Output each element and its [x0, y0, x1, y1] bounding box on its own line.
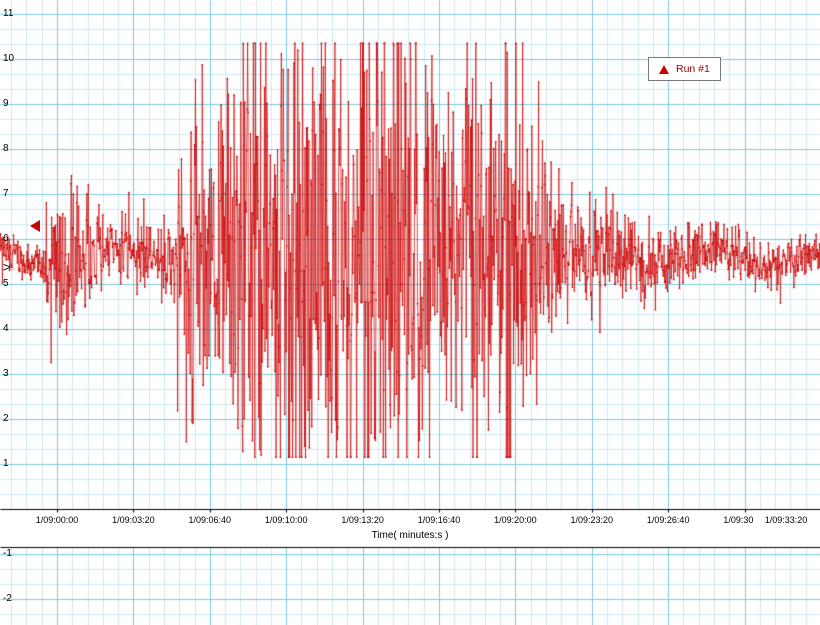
- x-tick-label: 1/09:03:20: [100, 514, 167, 526]
- legend: Run #1: [648, 57, 721, 81]
- y-tick-label: 8: [3, 143, 9, 154]
- y-tick-label: 9: [3, 98, 9, 109]
- x-tick-label: 1/09:20:00: [482, 514, 549, 526]
- x-tick-label: 1/09:13:20: [329, 514, 396, 526]
- channel-position-marker[interactable]: [30, 219, 40, 232]
- x-tick-label: 1/09:00:00: [24, 514, 90, 526]
- y-tick-label: -2: [3, 593, 12, 604]
- x-axis-title: Time( minutes:s ): [371, 530, 449, 541]
- y-tick-label: 5: [3, 278, 9, 289]
- y-tick-label: 4: [3, 323, 9, 334]
- x-tick-label: 1/09:10:00: [253, 514, 320, 526]
- legend-series-label: Run #1: [676, 63, 710, 75]
- legend-triangle-icon: [659, 64, 669, 74]
- y-tick-label: 6: [3, 233, 9, 244]
- x-tick-label: 1/09:06:40: [176, 514, 243, 526]
- y-tick-label: 11: [3, 8, 14, 19]
- x-tick-label: 1/09:16:40: [406, 514, 472, 526]
- y-tick-label: 3: [3, 368, 9, 379]
- y-axis-title: V: [2, 263, 14, 271]
- y-tick-label: 1: [3, 458, 9, 469]
- y-tick-label: 2: [3, 413, 9, 424]
- y-tick-label: -1: [3, 548, 12, 559]
- x-tick-label: 1/09:33:20: [753, 514, 819, 526]
- y-tick-label: 10: [3, 53, 15, 64]
- x-tick-label: 1/09:26:40: [635, 514, 702, 526]
- y-tick-label: 7: [3, 188, 9, 199]
- x-tick-label: 1/09:23:20: [558, 514, 625, 526]
